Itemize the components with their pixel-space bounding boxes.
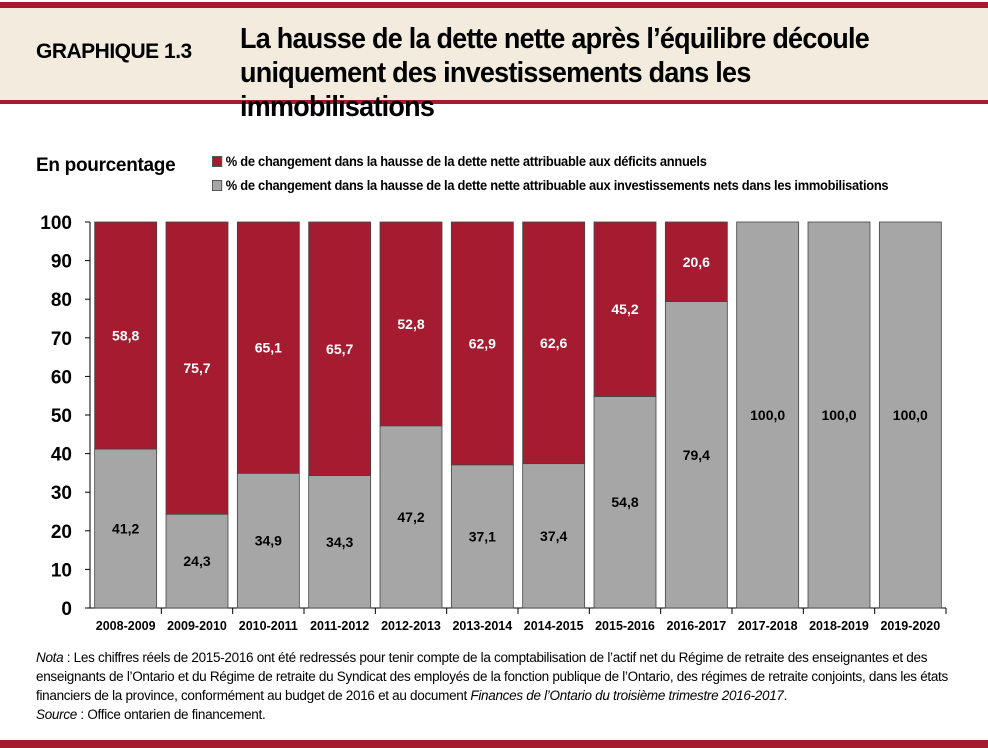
data-label: 20,6 [683,254,710,270]
data-label: 34,3 [326,534,353,550]
data-label: 37,1 [469,528,496,544]
legend-swatch [212,179,223,191]
bar-investment [807,221,871,609]
y-tick-label: 20 [51,522,72,543]
data-label: 24,3 [183,553,210,569]
source-text: : Office ontarien de financement. [76,707,266,722]
data-label: 47,2 [397,509,424,525]
header-rule [0,100,988,104]
title-line-1: La hausse de la dette nette après l’équi… [240,23,870,55]
bar-investment [522,463,586,609]
bar-investment [664,301,728,609]
x-tick-label: 2019-2020 [880,619,940,633]
y-tick-label: 90 [51,252,72,273]
x-tick-label: 2013-2014 [452,619,512,633]
bar-deficit [308,221,372,477]
x-tick-label: 2015-2016 [595,619,655,633]
data-label: 65,1 [255,340,282,356]
y-tick-label: 30 [51,483,72,504]
header [0,8,988,100]
data-label: 100,0 [750,407,785,423]
data-label: 62,9 [469,335,496,351]
footnote: Nota : Les chiffres réels de 2015-2016 o… [36,648,966,724]
bar-investment [165,513,229,609]
legend-swatch [212,155,223,167]
nota-end: . [783,688,788,703]
legend-deficit: % de changement dans la hausse de la det… [212,153,707,169]
data-label: 65,7 [326,341,353,357]
x-tick-label: 2012-2013 [381,619,441,633]
data-label: 75,7 [183,360,210,376]
bar-investment [308,475,372,609]
x-tick-label: 2008-2009 [96,619,156,633]
source-label: Source [36,707,77,722]
bottom-bar [0,740,988,748]
x-tick-label: 2016-2017 [666,619,726,633]
bar-deficit [165,221,229,515]
y-tick-label: 0 [61,599,72,620]
bar-deficit [94,221,158,450]
bar-deficit [236,221,300,474]
top-bar [0,2,988,8]
title-line-2: uniquement des investissements dans les … [240,57,751,123]
nota-label: Nota [36,650,64,665]
chart-title: La hausse de la dette nette après l’équi… [240,22,936,124]
legend-label: % de changement dans la hausse de la det… [225,153,707,169]
data-label: 62,6 [540,335,567,351]
data-label: 45,2 [611,301,638,317]
bar-investment [379,425,443,609]
bar-deficit [664,221,728,302]
data-label: 100,0 [893,407,928,423]
x-tick-label: 2010-2011 [239,619,298,633]
x-tick-label: 2017-2018 [738,619,798,633]
bar-investment [878,221,942,609]
y-tick-label: 10 [51,560,72,581]
bar-investment [450,464,514,609]
y-tick-label: 70 [51,329,72,350]
y-tick-label: 80 [51,290,72,311]
doc-title: Finances de l’Ontario du troisième trime… [470,688,784,703]
x-tick-label: 2011-2012 [310,619,369,633]
data-label: 41,2 [112,520,139,536]
legend-investment: % de changement dans la hausse de la det… [212,177,889,193]
bar-investment [236,472,300,609]
bar-investment [94,448,158,609]
bar-deficit [522,221,586,465]
x-tick-label: 2014-2015 [524,619,584,633]
data-label: 52,8 [397,316,424,332]
y-axis-label: En pourcentage [36,155,176,176]
chart-number: GRAPHIQUE 1.3 [36,40,192,63]
y-tick-label: 60 [51,367,72,388]
data-label: 58,8 [112,327,139,343]
data-label: 34,9 [255,533,282,549]
nota-text: : Les chiffres réels de 2015-2016 ont ét… [36,650,948,703]
data-label: 37,4 [540,528,567,544]
x-tick-label: 2018-2019 [809,619,869,633]
bar-deficit [593,221,657,397]
bar-deficit [450,221,514,466]
y-tick-label: 40 [51,445,72,466]
bar-investment [593,396,657,609]
data-label: 79,4 [683,447,710,463]
y-tick-label: 100 [40,213,72,234]
data-label: 100,0 [821,407,856,423]
bar-deficit [379,221,443,427]
legend-label: % de changement dans la hausse de la det… [225,177,889,193]
bar-investment [736,221,800,609]
x-tick-label: 2009-2010 [167,619,227,633]
data-label: 54,8 [611,494,638,510]
y-tick-label: 50 [51,406,72,427]
